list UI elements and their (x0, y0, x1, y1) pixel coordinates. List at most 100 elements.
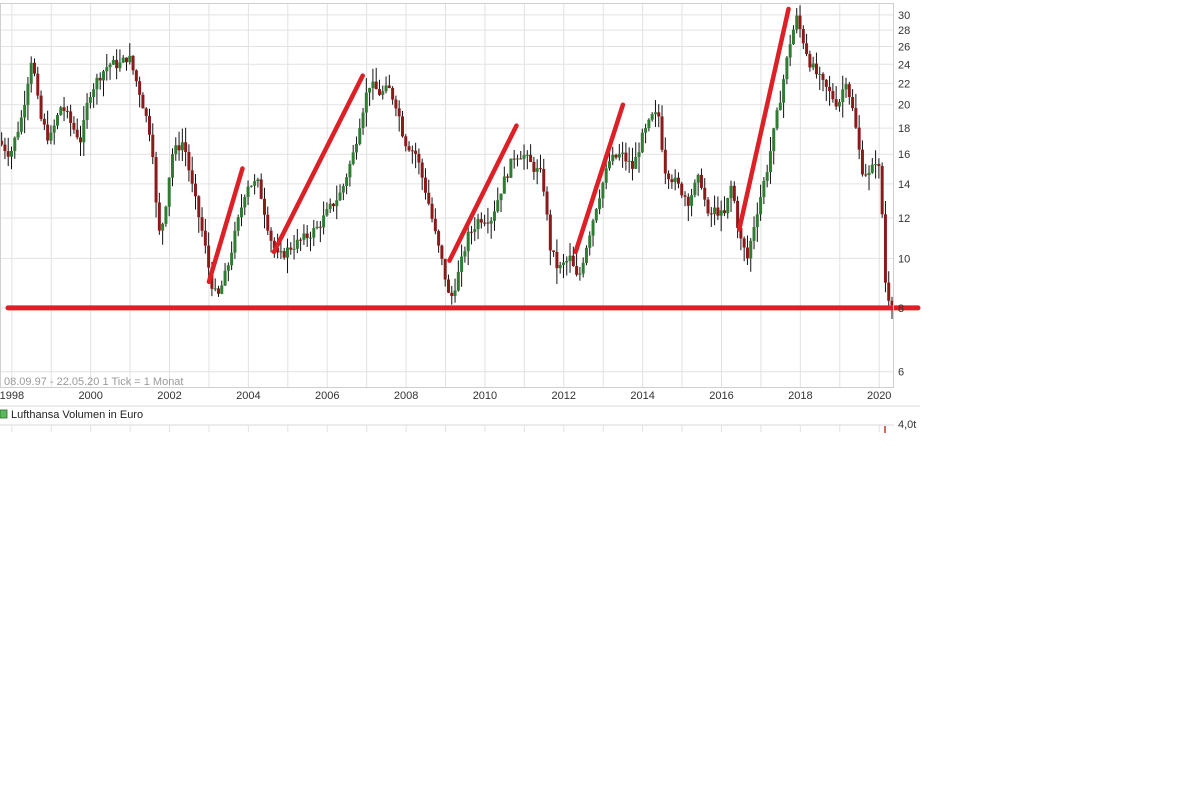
candle (630, 147, 634, 181)
candle (410, 145, 414, 164)
candle (32, 58, 36, 77)
candle (824, 78, 828, 101)
candle (676, 172, 680, 189)
candle (831, 83, 835, 103)
candle-body (368, 87, 372, 93)
y-axis-labels: 6 8 10 12 14 16 18 20 22 24 26 28 30 (898, 10, 910, 379)
candle (466, 221, 470, 266)
candle-body (657, 112, 661, 117)
candle (450, 285, 454, 305)
candle (558, 261, 562, 274)
candle-body (322, 215, 326, 228)
candle (887, 271, 891, 307)
candle (351, 144, 355, 166)
candle (341, 183, 345, 201)
candle (565, 256, 569, 276)
candle-body (115, 59, 119, 69)
candle-body (624, 152, 628, 162)
candle-body (811, 63, 815, 68)
candle-body (354, 143, 358, 153)
candle-body (755, 214, 759, 228)
candle (699, 168, 703, 190)
candle-body (16, 131, 20, 138)
candle-body (236, 217, 240, 231)
candle-body (768, 151, 772, 173)
candle (246, 180, 250, 206)
candle (594, 208, 598, 223)
candle (216, 285, 220, 297)
candle (187, 144, 191, 182)
candle-body (739, 227, 743, 239)
candle (601, 181, 605, 208)
candle (814, 52, 818, 79)
candle-body (791, 29, 795, 45)
candle (115, 49, 119, 80)
y-tick-label: 8 (898, 303, 904, 315)
candle-body (650, 114, 654, 120)
candle (752, 216, 756, 250)
candle (532, 156, 536, 180)
candle (709, 207, 713, 227)
candle-body (381, 91, 385, 95)
candle-body (860, 149, 864, 175)
candle (184, 127, 188, 167)
candle (118, 49, 122, 72)
candle-body (111, 59, 115, 65)
candle-body (732, 185, 736, 201)
candle (686, 193, 690, 222)
candle-body (299, 239, 303, 241)
candle (683, 191, 687, 207)
x-tick-label: 2008 (394, 390, 418, 402)
candle (446, 274, 450, 294)
candle (3, 137, 7, 160)
candle-body (285, 247, 289, 258)
candle-body (141, 94, 145, 109)
candle (844, 77, 848, 98)
candle (42, 113, 46, 131)
candle (141, 92, 145, 109)
candle-body (184, 142, 188, 152)
candle-body (417, 153, 421, 163)
candle-body (483, 222, 487, 224)
candle-body (233, 230, 237, 253)
candle-body (621, 152, 625, 154)
candle (512, 150, 516, 169)
candle (847, 81, 851, 105)
candle (85, 93, 89, 129)
candle (259, 173, 263, 200)
candle-body (821, 73, 825, 80)
candle (111, 55, 115, 66)
candle-body (433, 218, 437, 232)
candle-body (85, 102, 89, 121)
candle (266, 206, 270, 236)
candle-body (880, 165, 884, 215)
candle-body (749, 240, 753, 259)
candle (213, 278, 217, 292)
candle (519, 150, 523, 160)
candle-body (798, 15, 802, 29)
candle (312, 220, 316, 247)
candle (782, 74, 786, 119)
legend-label: Lufthansa Volumen in Euro (11, 409, 143, 421)
x-tick-label: 2002 (157, 390, 181, 402)
candle-body (446, 279, 450, 293)
candle-body (308, 237, 312, 239)
candle (821, 72, 825, 92)
candle-body (801, 28, 805, 44)
candle-body (108, 64, 112, 68)
candle-body (138, 81, 142, 95)
candle (92, 83, 96, 108)
candle (384, 76, 388, 94)
candle (492, 200, 496, 231)
candle-body (302, 233, 306, 240)
candle-body (604, 168, 608, 183)
candle (207, 232, 211, 280)
candle-body (144, 108, 148, 116)
candle-body (19, 117, 23, 132)
candle (765, 164, 769, 188)
trend-line (206, 166, 245, 285)
legend-swatch (0, 409, 8, 419)
candle-body (95, 77, 99, 90)
candlestick-series (0, 5, 894, 319)
